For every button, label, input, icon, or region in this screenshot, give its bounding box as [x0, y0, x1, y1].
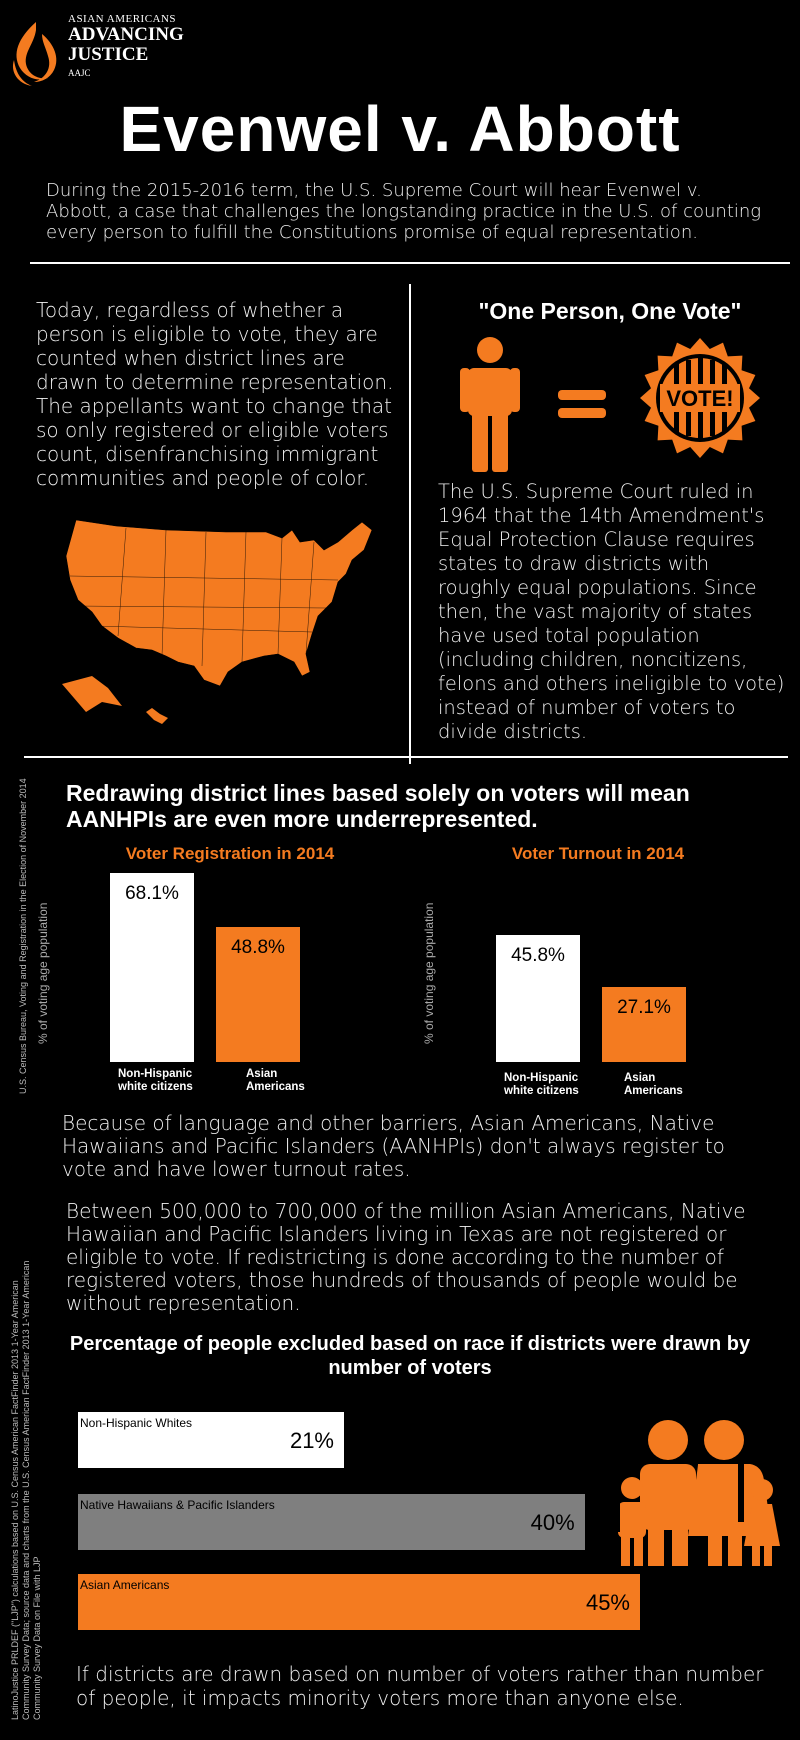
barriers-paragraph: Because of language and other barriers, …: [62, 1111, 725, 1181]
chart-registration: 68.1% 48.8%: [110, 868, 330, 1062]
logo-line3: JUSTICE: [68, 44, 149, 65]
cat-line: Non-Hispanic: [504, 1072, 579, 1084]
excluded-chart-title: Percentage of people excluded based on r…: [69, 1333, 751, 1379]
divider-middle: [24, 756, 788, 758]
supreme-court-paragraph: The U.S. Supreme Court ruled in 1964 tha…: [438, 480, 785, 743]
texas-paragraph: Between 500,000 to 700,000 of the millio…: [66, 1199, 746, 1315]
chart-title-registration: Voter Registration in 2014: [125, 844, 335, 863]
value-turnout-asian: 27.1%: [617, 996, 671, 1018]
category-turnout-asian: Asian Americans: [624, 1072, 683, 1098]
source-census: U.S. Census Bureau, Voting and Registrat…: [18, 778, 28, 1094]
category-registration-white: Non-Hispanic white citizens: [118, 1068, 193, 1094]
chart-heading: Redrawing district lines based solely on…: [66, 780, 690, 832]
divider-vertical: [409, 284, 411, 764]
ylabel-turnout: % of voting age population: [422, 902, 436, 1044]
eligibility-paragraph: Today, regardless of whether a person is…: [36, 298, 394, 490]
chart-title-turnout: Voter Turnout in 2014: [511, 844, 685, 863]
one-person-one-vote-heading: "One Person, One Vote": [478, 298, 742, 324]
cat-line: Asian: [624, 1072, 656, 1084]
hbar-asian-americans: Asian Americans 45%: [78, 1574, 640, 1630]
logo-text: ASIAN AMERICANS ADVANCING JUSTICE AAJC: [68, 14, 184, 78]
ylabel-registration: % of voting age population: [36, 902, 50, 1044]
cat-line: Americans: [246, 1081, 305, 1093]
person-icon: [460, 337, 520, 472]
category-turnout-white: Non-Hispanic white citizens: [504, 1072, 579, 1098]
value-turnout-white: 45.8%: [511, 945, 565, 967]
chart-turnout: 45.8% 27.1%: [496, 868, 716, 1062]
hbar-value-asian: 45%: [585, 1590, 630, 1615]
hbar-label-asian: Asian Americans: [80, 1578, 170, 1592]
divider-top: [30, 262, 790, 264]
chart-excluded: Non-Hispanic Whites 21% Native Hawaiians…: [78, 1410, 640, 1636]
vote-badge-text: VOTE!: [666, 386, 733, 411]
hbar-nhpi: Native Hawaiians & Pacific Islanders 40%: [78, 1494, 585, 1550]
cat-line: Non-Hispanic: [118, 1068, 193, 1080]
hbar-label-nhpi: Native Hawaiians & Pacific Islanders: [80, 1498, 275, 1512]
us-map-icon: [62, 519, 373, 724]
hbar-label-whites: Non-Hispanic Whites: [80, 1416, 193, 1430]
logo-line1: ASIAN AMERICANS: [68, 13, 177, 25]
equals-icon: [558, 390, 606, 418]
family-icon: [616, 1420, 780, 1566]
bar-registration-white: [110, 873, 194, 1062]
flame-logo-icon: [12, 22, 57, 86]
cat-line: white citizens: [504, 1085, 579, 1097]
source-latinojustice: LatinoJustice PRLDEF ("LJP") calculation…: [10, 1260, 42, 1720]
hbar-value-nhpi: 40%: [530, 1510, 575, 1535]
category-registration-asian: Asian Americans: [246, 1068, 305, 1094]
hbar-nonhispanic-whites: Non-Hispanic Whites 21%: [78, 1412, 344, 1468]
vote-badge-icon: VOTE!: [640, 338, 760, 458]
logo-line2: ADVANCING: [68, 24, 184, 45]
cat-line: Asian: [246, 1068, 278, 1080]
final-paragraph: If districts are drawn based on number o…: [76, 1662, 764, 1710]
bar-turnout-asian: [602, 986, 686, 1062]
value-registration-white: 68.1%: [125, 883, 179, 905]
page-title: Evenwel v. Abbott: [119, 93, 681, 165]
hbar-value-whites: 21%: [289, 1428, 334, 1453]
bar-turnout-white: [496, 935, 580, 1062]
bar-registration-asian: [216, 926, 300, 1062]
cat-line: white citizens: [118, 1081, 193, 1093]
value-registration-asian: 48.8%: [231, 936, 285, 958]
logo-abbr: AAJC: [68, 68, 91, 78]
cat-line: Americans: [624, 1085, 683, 1097]
intro-paragraph: During the 2015-2016 term, the U.S. Supr…: [46, 180, 762, 243]
